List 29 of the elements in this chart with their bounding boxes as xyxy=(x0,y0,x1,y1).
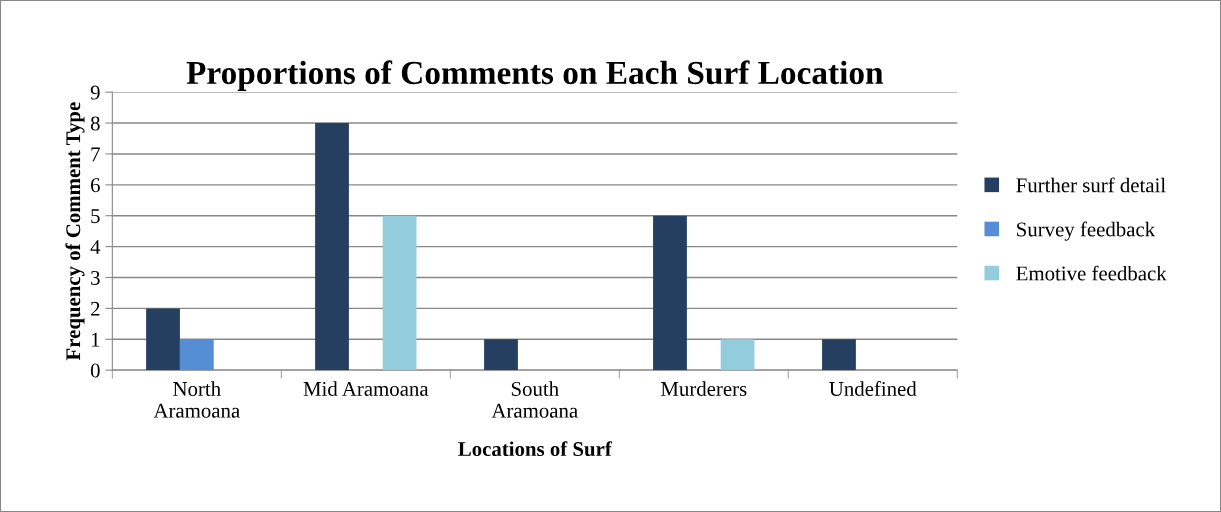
y-tick-label: 1 xyxy=(91,332,100,347)
bar xyxy=(315,123,349,371)
x-tick-label: South Aramoana xyxy=(491,381,578,418)
legend-label: Survey feedback xyxy=(1017,221,1156,241)
bar xyxy=(653,215,687,371)
bar xyxy=(720,339,755,371)
y-tick-label: 9 xyxy=(90,85,100,100)
y-tick-label: 6 xyxy=(91,178,100,193)
legend-label: Emotive feedback xyxy=(1016,265,1167,281)
y-tick-label: 3 xyxy=(91,270,100,285)
y-tick-label: 4 xyxy=(90,240,101,254)
x-tick-label: Undefined xyxy=(829,381,917,396)
bar xyxy=(484,339,518,371)
x-tick-label: Murderers xyxy=(661,381,747,396)
y-tick-label: 8 xyxy=(90,116,100,131)
x-tick-label: North Aramoana xyxy=(153,381,240,418)
bar xyxy=(382,215,417,371)
chart-title: Proportions of Comments on Each Surf Location xyxy=(186,60,884,91)
bar xyxy=(822,339,856,371)
y-tick-label: 2 xyxy=(91,301,100,316)
x-tick-label: Mid Aramoana xyxy=(303,381,429,396)
x-axis-title: Locations of Surf xyxy=(458,441,612,457)
bar xyxy=(146,308,180,371)
legend-label: Further surf detail xyxy=(1016,177,1166,193)
y-tick-label: 0 xyxy=(90,363,100,378)
y-tick-label: 5 xyxy=(91,209,100,224)
y-axis-title: Frequency of Comment Type xyxy=(65,102,85,361)
y-tick-label: 7 xyxy=(91,147,100,162)
bar xyxy=(179,339,214,371)
